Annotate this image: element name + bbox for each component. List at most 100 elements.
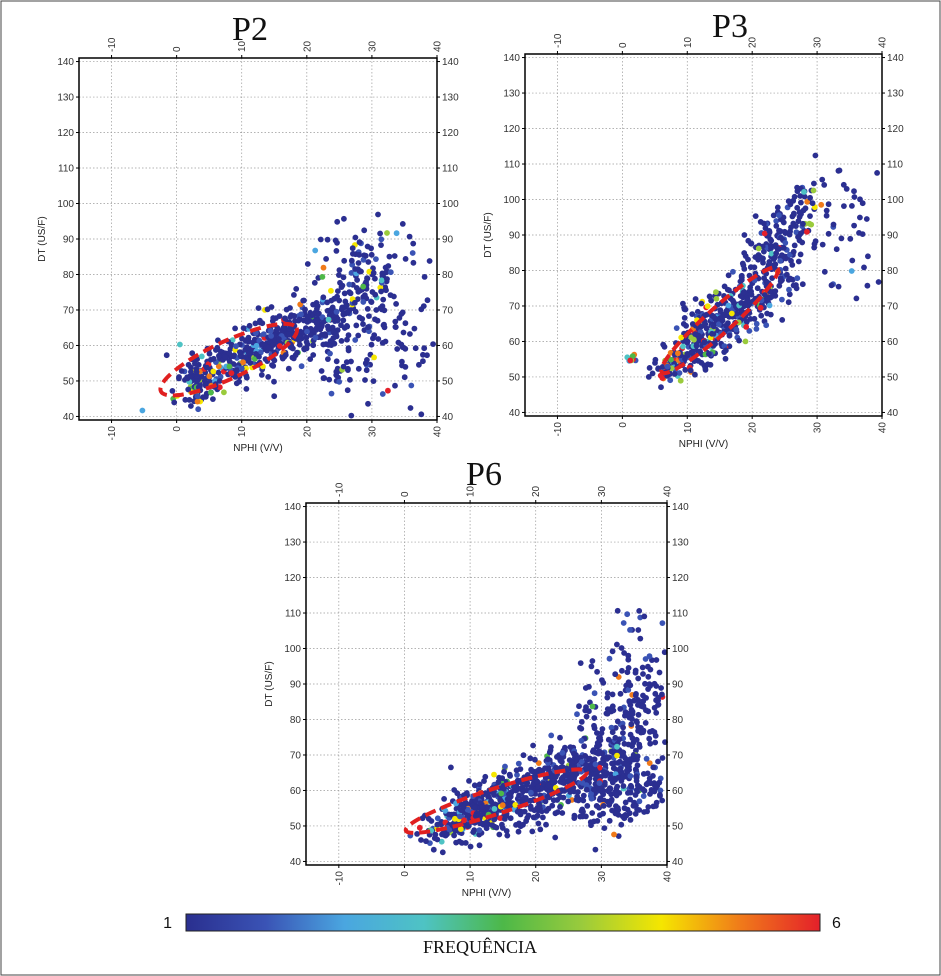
data-point: [598, 730, 605, 736]
data-point: [705, 361, 711, 368]
data-point: [501, 768, 507, 775]
data-point: [592, 761, 599, 768]
x-tick-label-top: 40: [663, 485, 674, 497]
data-point: [645, 804, 652, 810]
data-point: [628, 721, 635, 728]
data-point: [200, 394, 207, 401]
data-point: [577, 660, 584, 666]
data-point: [734, 310, 740, 317]
data-point: [216, 384, 223, 391]
data-point: [312, 334, 319, 341]
data-point: [625, 679, 632, 686]
x-axis-label: NPHI (V/V): [462, 888, 511, 899]
data-points: [624, 152, 882, 391]
data-point: [569, 770, 576, 777]
x-tick-label-bottom: 40: [663, 871, 674, 883]
data-point: [800, 220, 806, 227]
data-point: [430, 341, 436, 347]
data-point: [408, 382, 415, 389]
data-point: [622, 799, 629, 806]
data-point: [589, 658, 596, 664]
data-point: [597, 812, 603, 819]
data-point: [348, 270, 355, 276]
data-point: [232, 325, 239, 332]
x-tick-label-bottom: -10: [334, 871, 345, 886]
data-point: [596, 797, 603, 803]
data-point: [726, 332, 733, 339]
data-point: [791, 242, 798, 249]
y-tick-label-right: 40: [672, 857, 684, 868]
data-point: [657, 787, 664, 794]
data-point: [614, 783, 621, 790]
data-point: [613, 792, 620, 799]
data-point: [406, 233, 413, 240]
data-point: [590, 747, 597, 753]
y-tick-label-right: 60: [672, 786, 684, 797]
data-point: [684, 339, 691, 346]
data-point: [356, 251, 363, 258]
data-point: [585, 755, 592, 762]
data-point: [216, 378, 223, 384]
data-point: [460, 804, 467, 810]
data-point: [621, 760, 627, 767]
data-point: [313, 320, 320, 327]
data-point: [320, 264, 327, 271]
data-point: [601, 825, 608, 831]
data-point: [238, 365, 245, 372]
x-tick-label-top: -10: [553, 33, 564, 48]
data-point: [345, 332, 352, 339]
data-point: [646, 365, 653, 371]
data-point: [704, 303, 711, 310]
data-point: [414, 831, 420, 837]
data-point: [635, 702, 641, 708]
data-point: [328, 390, 335, 397]
data-point: [366, 268, 373, 275]
data-point: [535, 760, 542, 766]
data-point: [794, 275, 801, 282]
data-point: [333, 358, 340, 365]
data-point: [770, 212, 777, 219]
data-point: [434, 821, 441, 828]
data-point: [706, 351, 712, 357]
data-point: [875, 279, 882, 285]
data-point: [640, 793, 647, 799]
y-tick-label-right: 50: [442, 376, 454, 387]
data-point: [830, 221, 837, 228]
x-tick-label-top: 20: [531, 485, 542, 497]
data-point: [340, 363, 347, 370]
y-tick-label-right: 100: [887, 195, 904, 206]
data-point: [260, 331, 267, 337]
data-point: [634, 753, 641, 760]
data-point: [351, 299, 358, 306]
data-point: [798, 199, 804, 206]
data-point: [767, 242, 774, 249]
data-point: [240, 359, 247, 366]
data-point: [213, 347, 219, 353]
data-point: [565, 798, 572, 805]
x-tick-label-bottom: 30: [813, 422, 824, 434]
data-point: [597, 784, 603, 791]
x-tick-label-bottom: -10: [553, 422, 564, 437]
data-point: [362, 360, 369, 367]
x-tick-label-top: 10: [237, 40, 248, 52]
data-point: [270, 363, 277, 369]
y-tick-label-left: 90: [290, 680, 302, 691]
data-point: [506, 791, 512, 797]
data-point: [234, 367, 241, 374]
data-point: [243, 386, 250, 392]
data-point: [582, 685, 589, 691]
data-point: [462, 840, 469, 846]
data-point: [629, 711, 636, 717]
data-point: [343, 302, 350, 309]
data-point: [627, 627, 633, 633]
data-point: [692, 371, 698, 378]
data-point: [226, 358, 233, 365]
x-tick-label-bottom: 40: [433, 426, 444, 438]
data-point: [710, 323, 717, 330]
data-point: [448, 764, 454, 771]
data-point: [491, 792, 497, 798]
y-tick-label-right: 130: [887, 89, 904, 100]
data-point: [574, 711, 580, 718]
data-point: [722, 355, 729, 362]
y-tick-label-left: 50: [63, 376, 75, 387]
